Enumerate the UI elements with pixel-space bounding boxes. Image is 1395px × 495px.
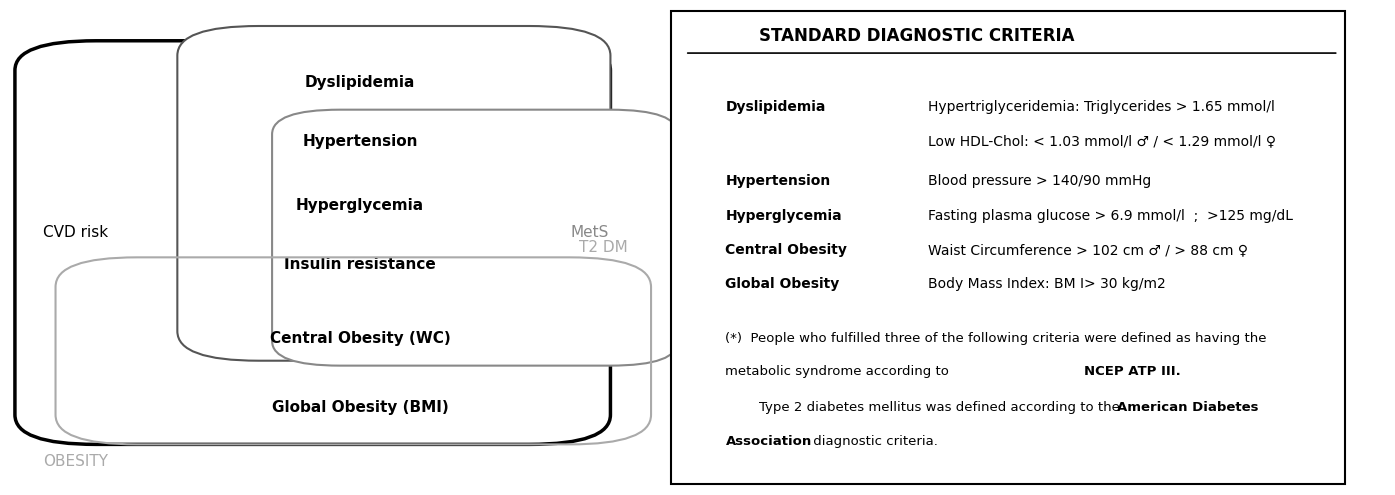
Text: Waist Circumference > 102 cm ♂ / > 88 cm ♀: Waist Circumference > 102 cm ♂ / > 88 cm… [929,243,1249,257]
Text: STANDARD DIAGNOSTIC CRITERIA: STANDARD DIAGNOSTIC CRITERIA [759,27,1074,45]
FancyBboxPatch shape [15,41,611,445]
FancyBboxPatch shape [272,110,678,366]
Text: Hyperglycemia: Hyperglycemia [296,198,424,213]
Text: Insulin resistance: Insulin resistance [285,257,435,272]
FancyBboxPatch shape [177,26,611,361]
Text: Type 2 diabetes mellitus was defined according to the: Type 2 diabetes mellitus was defined acc… [759,401,1124,414]
Text: Blood pressure > 140/90 mmHg: Blood pressure > 140/90 mmHg [929,174,1152,188]
Text: Association: Association [725,436,812,448]
Text: Global Obesity: Global Obesity [725,277,840,292]
FancyBboxPatch shape [671,11,1345,484]
Text: MetS: MetS [571,225,610,240]
Text: Central Obesity: Central Obesity [725,243,847,257]
Text: Global Obesity (BMI): Global Obesity (BMI) [272,400,448,415]
Text: metabolic syndrome according to: metabolic syndrome according to [725,365,954,378]
Text: Hyperglycemia: Hyperglycemia [725,208,843,223]
Text: Fasting plasma glucose > 6.9 mmol/l  ;  >125 mg/dL: Fasting plasma glucose > 6.9 mmol/l ; >1… [929,208,1293,223]
Text: OBESITY: OBESITY [43,454,109,469]
Text: CVD risk: CVD risk [43,225,109,240]
Text: Hypertension: Hypertension [303,134,417,149]
Text: (*)  People who fulfilled three of the following criteria were defined as having: (*) People who fulfilled three of the fo… [725,332,1267,345]
Text: Body Mass Index: BM I> 30 kg/m2: Body Mass Index: BM I> 30 kg/m2 [929,277,1166,292]
Text: Hypertriglyceridemia: Triglycerides > 1.65 mmol/l: Hypertriglyceridemia: Triglycerides > 1.… [929,100,1275,114]
Text: American Diabetes: American Diabetes [1116,401,1258,414]
Text: NCEP ATP III.: NCEP ATP III. [1084,365,1182,378]
Text: Dyslipidemia: Dyslipidemia [306,75,416,90]
Text: T2 DM: T2 DM [579,240,628,255]
Text: Low HDL-Chol: < 1.03 mmol/l ♂ / < 1.29 mmol/l ♀: Low HDL-Chol: < 1.03 mmol/l ♂ / < 1.29 m… [929,135,1276,148]
Text: Dyslipidemia: Dyslipidemia [725,100,826,114]
Text: Hypertension: Hypertension [725,174,831,188]
Text: diagnostic criteria.: diagnostic criteria. [809,436,939,448]
Text: Central Obesity (WC): Central Obesity (WC) [269,331,451,346]
